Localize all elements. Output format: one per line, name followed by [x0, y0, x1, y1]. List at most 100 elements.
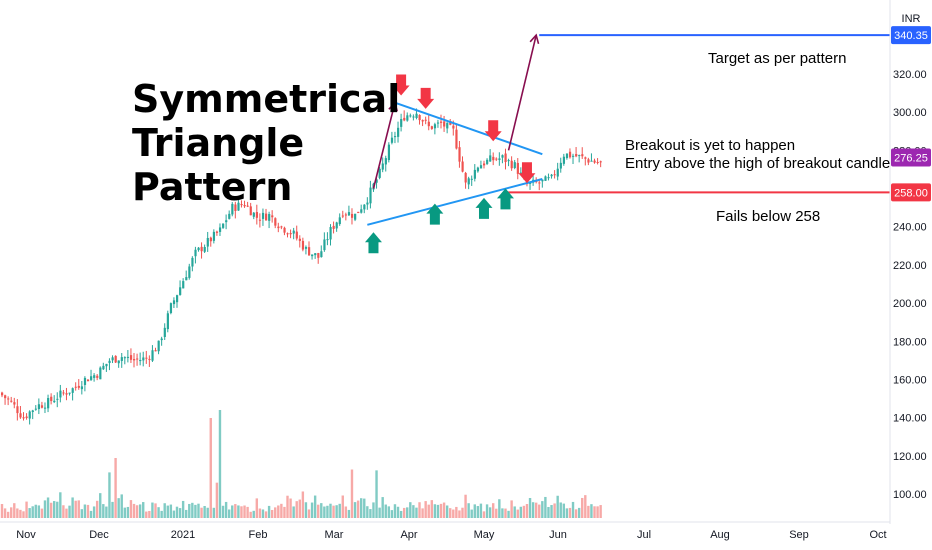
candle-body: [556, 168, 559, 177]
y-tick-label: 160.00: [893, 374, 927, 386]
volume-bar: [396, 506, 400, 518]
x-tick-label: Mar: [325, 529, 344, 541]
candle-body: [56, 398, 59, 400]
candle-body: [504, 153, 507, 163]
x-tick-label: Jul: [637, 529, 651, 541]
volume-bar: [255, 498, 259, 518]
target-annotation: Target as per pattern: [708, 50, 846, 67]
candle-body: [578, 155, 581, 157]
candle-body: [166, 313, 169, 330]
candle-body: [206, 237, 209, 247]
volume-bar: [231, 505, 234, 518]
candle-body: [99, 367, 102, 380]
breakout-projection-arrow[interactable]: [507, 34, 537, 151]
volume-bar: [574, 509, 578, 518]
candle-body: [320, 251, 323, 258]
volume-bar: [280, 503, 283, 518]
volume-bar: [240, 506, 243, 518]
volume-bar: [356, 500, 360, 518]
volume-bar: [237, 505, 240, 518]
volume-bar: [338, 503, 341, 518]
volume-bar: [200, 507, 203, 518]
candle-body: [148, 358, 151, 360]
candle-body: [139, 359, 142, 362]
volume-bar: [43, 500, 47, 518]
y-tick-label: 100.00: [893, 489, 927, 501]
candle-body: [519, 172, 523, 174]
candle-body: [43, 407, 47, 409]
volume-bar: [353, 502, 357, 518]
candle-body: [65, 393, 68, 395]
candle-body: [329, 227, 332, 240]
candle-body: [280, 226, 283, 228]
stop-price-badge-label: 258.00: [894, 187, 928, 199]
y-tick-label: 320.00: [893, 69, 927, 81]
volume-bar: [534, 502, 538, 518]
candle-body: [406, 115, 409, 121]
volume-bar: [587, 505, 590, 518]
volume-bar: [516, 509, 519, 518]
volume-bar: [433, 504, 437, 518]
volume-bar: [129, 500, 133, 518]
volume-bar: [71, 497, 74, 518]
volume-bar: [65, 508, 68, 518]
volume-bar: [99, 493, 102, 518]
volume-bar: [212, 507, 216, 518]
candle-body: [47, 398, 50, 409]
candle-body: [461, 161, 464, 172]
price-axis[interactable]: 100.00 120.00 140.00 160.00 180.00 200.00 220.…: [893, 69, 927, 501]
volume-bar: [148, 510, 151, 518]
y-tick-label: 180.00: [893, 336, 927, 348]
candle-body: [412, 116, 415, 118]
volume-bar: [22, 511, 25, 518]
y-tick-label: 240.00: [893, 222, 927, 234]
candle-body: [163, 327, 166, 338]
candle-body: [562, 156, 566, 164]
volume-bar: [528, 497, 532, 518]
volume-bar: [366, 506, 369, 518]
volume-bar: [458, 510, 461, 518]
volume-bar: [415, 507, 418, 518]
candle-body: [415, 113, 418, 118]
y-tick-label: 120.00: [893, 451, 927, 463]
volume-bar: [92, 506, 96, 518]
volume-bar: [513, 506, 516, 518]
price-badges: 340.35 276.25 258.00: [891, 26, 931, 202]
last-price-badge-label: 276.25: [894, 153, 928, 165]
breakout-annotation-line2: Entry above the high of breakout candle: [625, 155, 890, 172]
candle-body: [565, 153, 569, 159]
candle-body: [108, 360, 111, 364]
time-axis[interactable]: Nov Dec 2021 Feb Mar Apr May Jun Jul Aug Sep Oct: [16, 529, 886, 541]
candle-body: [203, 246, 206, 252]
volume-bar: [479, 503, 483, 518]
candle-body: [350, 213, 354, 218]
candle-body: [433, 124, 437, 129]
candle-body: [541, 179, 544, 182]
volume-bar: [445, 505, 449, 518]
candle-body: [265, 213, 268, 221]
volume-bar: [59, 492, 62, 518]
candle-body: [188, 266, 191, 278]
title-line-1: Symmetrical: [132, 77, 400, 121]
candle-body: [332, 225, 335, 229]
volume-bar: [175, 506, 179, 518]
volume-bar: [40, 508, 44, 518]
volume-bar: [599, 505, 602, 518]
candle-body: [197, 247, 200, 251]
triangle-trendline-lower[interactable]: [367, 178, 543, 226]
volume-bar: [409, 502, 412, 518]
pattern-projection-arrow[interactable]: [372, 102, 396, 189]
candle-body: [418, 115, 421, 121]
volume-bar: [341, 495, 344, 518]
candle-body: [323, 239, 326, 251]
volume-bar: [37, 505, 41, 518]
triangle-trendline-upper[interactable]: [394, 101, 543, 156]
volume-bar: [402, 507, 406, 518]
volume-bar: [215, 482, 219, 518]
candle-body: [240, 204, 243, 206]
x-tick-label: Feb: [249, 529, 268, 541]
volume-bar: [123, 507, 126, 518]
volume-bar: [449, 508, 452, 518]
candle-body: [255, 212, 259, 218]
